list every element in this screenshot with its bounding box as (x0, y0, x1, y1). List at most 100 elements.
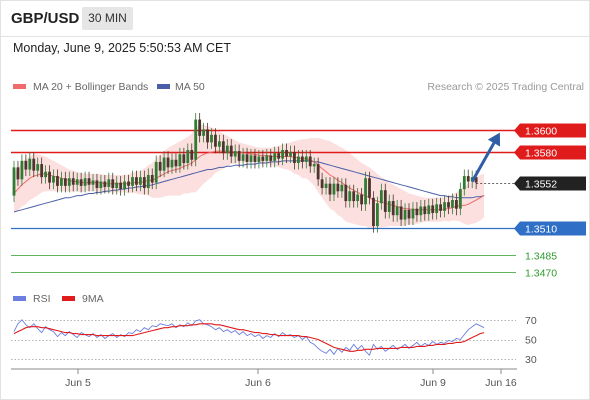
candle-body (170, 159, 174, 168)
candle (443, 195, 446, 218)
candle-body (383, 190, 387, 212)
candle-body (218, 141, 221, 147)
level-lines-layer (11, 129, 516, 273)
candle (383, 183, 387, 219)
candle-body (265, 155, 269, 161)
candle-body (87, 178, 91, 185)
candle (304, 149, 308, 169)
candle-body (20, 160, 24, 180)
candle-body (411, 208, 415, 219)
candle-body (24, 160, 28, 170)
candle-body (427, 205, 431, 215)
candle (320, 172, 324, 195)
candle-body (447, 202, 450, 208)
candle (52, 169, 55, 190)
candle-body (99, 181, 103, 189)
candle (356, 188, 360, 208)
candle (36, 157, 40, 178)
candle (123, 174, 126, 196)
ma50-line (13, 160, 485, 213)
rsi-tick-label: 70 (525, 315, 537, 327)
candle (249, 148, 253, 169)
candle (115, 176, 119, 195)
candle-body (455, 199, 458, 209)
candle (225, 139, 229, 160)
x-tick-label: Jun 9 (420, 377, 446, 389)
timeframe-button[interactable]: 30 MIN (82, 7, 133, 30)
candle (166, 151, 170, 174)
candle-body (289, 152, 292, 157)
rsi-9ma-line (13, 323, 485, 352)
forecast-arrow (470, 132, 501, 183)
candle-body (225, 145, 229, 154)
candle-body (435, 204, 439, 214)
candle-body (166, 157, 170, 168)
candle (293, 145, 296, 170)
candle (387, 194, 391, 219)
legend-swatch-ma20 (13, 84, 26, 89)
candle (407, 203, 411, 225)
candle (273, 146, 277, 168)
candle (435, 197, 439, 220)
candle-body (336, 183, 340, 192)
support-tag: 1.3510 (514, 221, 586, 236)
candle (75, 172, 79, 192)
candle-body (221, 141, 225, 154)
current-price-tag-bg (514, 176, 586, 191)
candle (48, 165, 51, 190)
candle-body (63, 178, 67, 186)
rsi-panel: 70 50 30 (11, 315, 537, 366)
candle (60, 171, 63, 193)
candle-body (344, 184, 348, 202)
candle-body (174, 159, 178, 167)
candle-body (415, 208, 419, 216)
candle (170, 153, 174, 174)
candle-body (328, 183, 332, 195)
candle-body (123, 181, 126, 190)
candle-body (474, 177, 478, 183)
candle (261, 149, 265, 168)
candle (403, 203, 407, 227)
candle (198, 113, 202, 143)
candle-body (194, 119, 198, 160)
candle (119, 176, 123, 196)
price-legend: MA 20 + Bollinger Bands MA 50 (13, 81, 205, 93)
header-divider (0, 36, 590, 37)
candle (300, 149, 304, 169)
candle (28, 152, 32, 177)
candle-body (312, 164, 316, 167)
candle-body (139, 177, 142, 185)
candle-body (399, 206, 403, 220)
x-tick-label: Jun 6 (245, 377, 271, 389)
candle (257, 149, 261, 169)
candle (218, 134, 221, 154)
candle (332, 177, 336, 202)
candle (158, 155, 162, 178)
candle-body (458, 189, 462, 209)
candle (431, 198, 435, 220)
candle (233, 144, 237, 164)
candle-body (127, 181, 130, 186)
candle-body (79, 179, 83, 186)
candle (178, 147, 182, 173)
candle (194, 113, 198, 167)
candle (277, 146, 281, 166)
candle (419, 199, 423, 222)
support-tag-bg (514, 221, 586, 236)
candle-body (340, 184, 344, 192)
candle-body (332, 183, 336, 195)
candles-layer (12, 113, 478, 233)
candle (395, 199, 399, 222)
candle-body (320, 179, 324, 189)
timestamp: Monday, June 9, 2025 5:50:53 AM CET (13, 41, 231, 55)
candle-body (12, 167, 16, 196)
candle-body (462, 176, 466, 190)
candle-body (253, 155, 257, 162)
candle (107, 172, 111, 194)
candle-body (154, 161, 158, 183)
candle-body (214, 134, 217, 147)
candle-body (56, 176, 59, 186)
candle-body (44, 171, 47, 178)
candle (372, 191, 375, 233)
candle-body (372, 197, 375, 227)
